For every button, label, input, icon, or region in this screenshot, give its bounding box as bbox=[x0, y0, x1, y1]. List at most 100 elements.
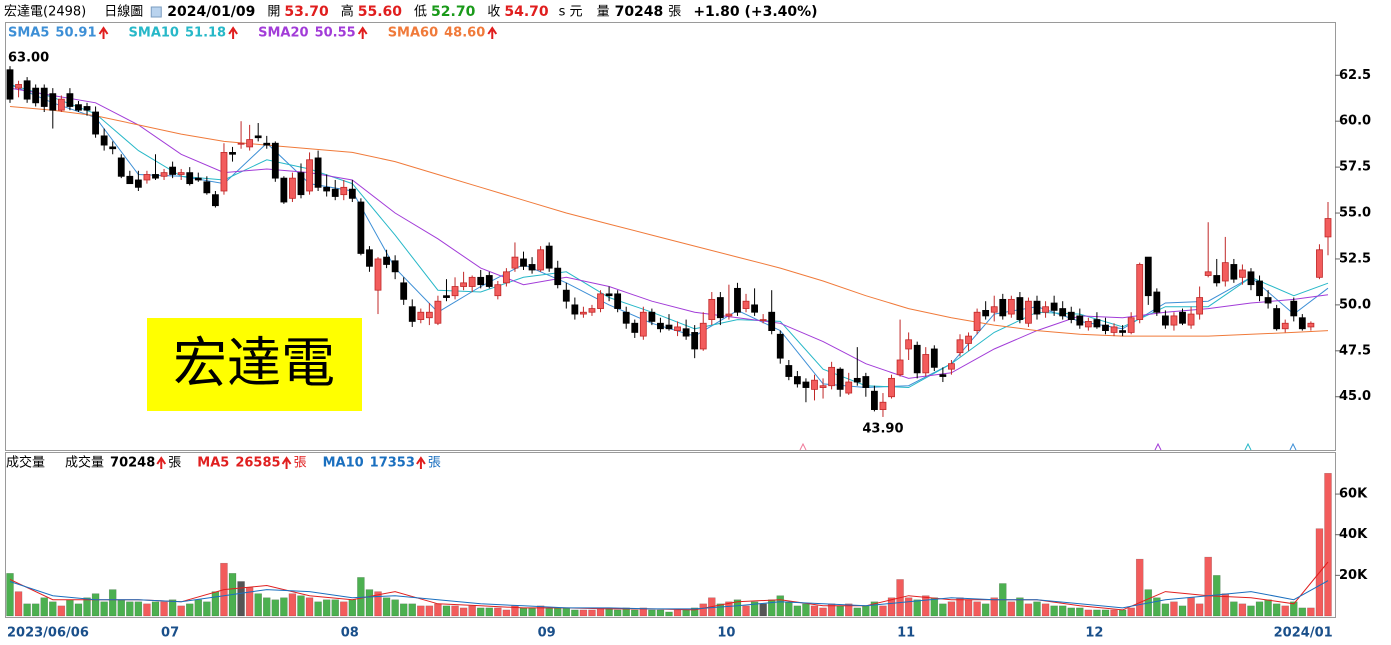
volume-bar bbox=[425, 605, 434, 617]
legend-value: 48.60 bbox=[444, 26, 485, 41]
candle-body bbox=[66, 93, 74, 107]
volume-bar bbox=[613, 609, 622, 617]
volume-bar bbox=[1016, 597, 1024, 617]
line-series bbox=[9, 580, 1329, 610]
candle-body bbox=[1153, 291, 1161, 313]
candle-body bbox=[545, 245, 553, 269]
candle-body bbox=[229, 152, 236, 155]
candle-body bbox=[1213, 275, 1221, 284]
candle-body bbox=[1298, 317, 1306, 330]
candle-body bbox=[271, 142, 279, 179]
candle-body bbox=[1127, 317, 1135, 333]
candle-body bbox=[100, 135, 108, 146]
volume-bar bbox=[673, 609, 682, 617]
volume-bar bbox=[476, 607, 485, 617]
y-tick-label: 57.5 bbox=[1339, 160, 1371, 175]
volume-bar bbox=[1204, 556, 1212, 617]
volume-bar bbox=[699, 603, 707, 617]
legend-unit: 張 bbox=[428, 456, 441, 471]
legend-unit: 張 bbox=[294, 456, 307, 471]
candle-body bbox=[1007, 298, 1015, 315]
volume-bar bbox=[365, 589, 374, 617]
candle-body bbox=[126, 175, 134, 185]
volume-bar bbox=[502, 609, 511, 617]
candle-body bbox=[331, 188, 339, 197]
volume-bar bbox=[648, 609, 656, 617]
legend-name: SMA60 bbox=[388, 26, 438, 41]
candle-body bbox=[254, 135, 262, 139]
close-value: 54.70 bbox=[504, 4, 549, 20]
volume-bar bbox=[1238, 603, 1247, 617]
candle-body bbox=[657, 322, 664, 330]
signal-marker bbox=[1154, 442, 1162, 451]
volume-bar bbox=[348, 599, 357, 617]
candle-body bbox=[23, 80, 31, 100]
close-label: 收 bbox=[487, 5, 500, 20]
volume-bar bbox=[1118, 609, 1127, 617]
candle-body bbox=[1230, 264, 1238, 280]
candle-body bbox=[246, 139, 254, 148]
candle-body bbox=[40, 87, 48, 107]
volume-bar bbox=[254, 593, 262, 617]
candle-body bbox=[152, 174, 159, 179]
legend-name: MA10 bbox=[323, 456, 364, 471]
volume-bar bbox=[690, 607, 699, 617]
up-arrow-icon bbox=[228, 26, 238, 39]
candle-body bbox=[828, 366, 836, 387]
volume-bar bbox=[331, 599, 339, 617]
volume-bar bbox=[66, 599, 74, 617]
candle-body bbox=[691, 332, 699, 350]
volume-bar bbox=[862, 605, 870, 617]
candle-body bbox=[588, 308, 596, 313]
up-arrow-icon bbox=[281, 456, 292, 469]
change: +1.80 (+3.40%) bbox=[693, 4, 817, 20]
low-value: 52.70 bbox=[431, 4, 476, 20]
volume-bar bbox=[750, 601, 759, 617]
candle-body bbox=[836, 368, 844, 390]
candle-body bbox=[340, 186, 348, 196]
candle-body bbox=[580, 311, 587, 315]
volume-bar bbox=[74, 603, 83, 617]
open-label: 開 bbox=[267, 5, 280, 20]
volume-bar bbox=[776, 595, 785, 617]
candle-body bbox=[528, 264, 536, 271]
candle-body bbox=[417, 311, 425, 320]
volume-bar bbox=[1041, 603, 1050, 617]
volume-bar bbox=[1298, 607, 1307, 617]
open-value: 53.70 bbox=[284, 4, 329, 20]
candle-body bbox=[1239, 269, 1246, 278]
volume-bar bbox=[399, 603, 408, 617]
currency: s 元 bbox=[559, 5, 583, 20]
volume-bar bbox=[417, 605, 425, 617]
legend-value: 50.55 bbox=[315, 26, 356, 41]
volume-bar bbox=[656, 609, 665, 617]
candle-body bbox=[169, 166, 177, 175]
legend-value: 70248 bbox=[110, 456, 155, 471]
volume-bar bbox=[682, 609, 690, 617]
volume-bar bbox=[100, 601, 108, 617]
candle-body bbox=[400, 282, 408, 300]
candle-body bbox=[314, 157, 322, 188]
line-series bbox=[9, 84, 1329, 389]
volume-bar bbox=[297, 595, 305, 617]
volume-bar bbox=[990, 597, 998, 617]
candle-body bbox=[323, 186, 331, 192]
candle-body bbox=[1119, 330, 1126, 333]
candle-body bbox=[425, 311, 433, 319]
volume-bar bbox=[1101, 609, 1110, 617]
volume-bar bbox=[1058, 605, 1067, 617]
candle-body bbox=[802, 381, 810, 388]
candle-body bbox=[15, 84, 22, 89]
candle-body bbox=[477, 276, 485, 286]
volume-bar bbox=[802, 603, 810, 617]
volume-bar bbox=[442, 605, 451, 617]
candle-body bbox=[751, 304, 758, 313]
volume-bar bbox=[1178, 605, 1187, 617]
candle-body bbox=[879, 401, 887, 410]
candle-body bbox=[1161, 315, 1169, 326]
volume-unit: 張 bbox=[668, 5, 681, 20]
candle-body bbox=[948, 363, 955, 370]
volume-bar bbox=[305, 597, 314, 617]
candle-body bbox=[1247, 271, 1255, 286]
volume-bar bbox=[23, 603, 31, 617]
